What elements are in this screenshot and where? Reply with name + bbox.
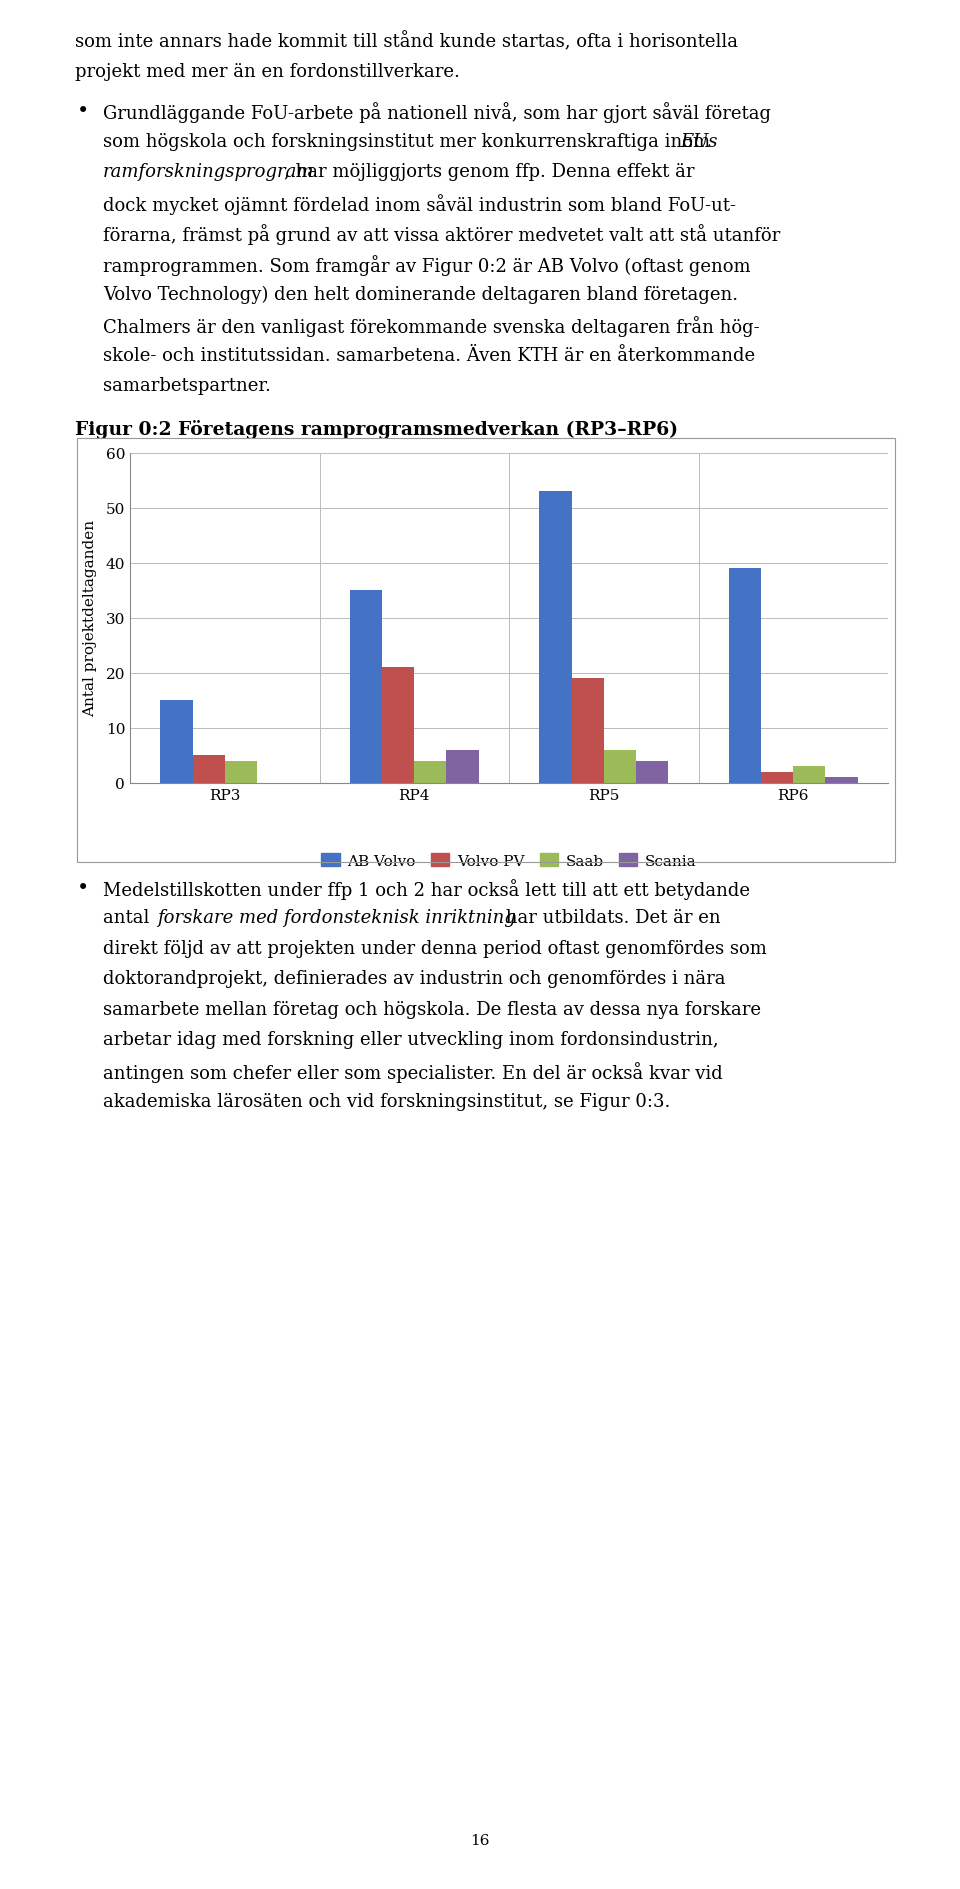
Text: som inte annars hade kommit till stånd kunde startas, ofta i horisontella: som inte annars hade kommit till stånd k… xyxy=(75,32,738,51)
Bar xyxy=(415,761,446,784)
Text: Grundläggande FoU-arbete på nationell nivå, som har gjort såväl företag: Grundläggande FoU-arbete på nationell ni… xyxy=(103,102,771,123)
Text: antingen som chefer eller som specialister. En del är också kvar vid: antingen som chefer eller som specialist… xyxy=(103,1062,723,1082)
Legend: AB Volvo, Volvo PV, Saab, Scania: AB Volvo, Volvo PV, Saab, Scania xyxy=(315,848,703,875)
Text: skole- och institutssidan. samarbetena. Även KTH är en återkommande: skole- och institutssidan. samarbetena. … xyxy=(103,346,756,365)
Text: ramforskningsprogram: ramforskningsprogram xyxy=(103,162,315,181)
Bar xyxy=(382,669,415,784)
Text: antal: antal xyxy=(103,909,156,927)
Text: samarbete mellan företag och högskola. De flesta av dessa nya forskare: samarbete mellan företag och högskola. D… xyxy=(103,1001,761,1018)
Text: som högskola och forskningsinstitut mer konkurrenskraftiga inom: som högskola och forskningsinstitut mer … xyxy=(103,132,716,151)
Text: Medelstillskotten under ffp 1 och 2 har också lett till att ett betydande: Medelstillskotten under ffp 1 och 2 har … xyxy=(103,878,750,899)
Text: EUs: EUs xyxy=(681,132,718,151)
Text: Volvo Technology) den helt dominerande deltagaren bland företagen.: Volvo Technology) den helt dominerande d… xyxy=(103,285,738,304)
Text: 16: 16 xyxy=(470,1832,490,1847)
Text: •: • xyxy=(77,878,89,897)
Bar xyxy=(729,569,761,784)
Text: förarna, främst på grund av att vissa aktörer medvetet valt att stå utanför: förarna, främst på grund av att vissa ak… xyxy=(103,225,780,246)
Bar xyxy=(826,778,857,784)
Text: akademiska lärosäten och vid forskningsinstitut, se Figur 0:3.: akademiska lärosäten och vid forskningsi… xyxy=(103,1092,670,1111)
Text: , har möjliggjorts genom ffp. Denna effekt är: , har möjliggjorts genom ffp. Denna effe… xyxy=(283,162,694,181)
Text: Figur 0:2 Företagens ramprogramsmedverkan (RP3–RP6): Figur 0:2 Företagens ramprogramsmedverka… xyxy=(75,419,678,438)
Text: •: • xyxy=(77,102,89,121)
Bar xyxy=(160,701,193,784)
Y-axis label: Antal projektdeltaganden: Antal projektdeltaganden xyxy=(84,519,97,716)
Bar xyxy=(349,591,382,784)
Text: ramprogrammen. Som framgår av Figur 0:2 är AB Volvo (oftast genom: ramprogrammen. Som framgår av Figur 0:2 … xyxy=(103,255,751,276)
Bar xyxy=(193,756,225,784)
Bar xyxy=(604,750,636,784)
Text: samarbetspartner.: samarbetspartner. xyxy=(103,378,271,395)
Bar xyxy=(225,761,257,784)
Bar xyxy=(636,761,668,784)
Text: Chalmers är den vanligast förekommande svenska deltagaren från hög-: Chalmers är den vanligast förekommande s… xyxy=(103,315,759,336)
Bar xyxy=(540,491,571,784)
Bar xyxy=(761,773,793,784)
Text: forskare med fordonsteknisk inriktning: forskare med fordonsteknisk inriktning xyxy=(157,909,516,927)
Bar xyxy=(793,767,826,784)
Bar xyxy=(571,678,604,784)
Text: dock mycket ojämnt fördelad inom såväl industrin som bland FoU-ut-: dock mycket ojämnt fördelad inom såväl i… xyxy=(103,195,736,215)
Text: projekt med mer än en fordonstillverkare.: projekt med mer än en fordonstillverkare… xyxy=(75,62,460,81)
Text: doktorandprojekt, definierades av industrin och genomfördes i nära: doktorandprojekt, definierades av indust… xyxy=(103,969,726,988)
Text: har utbildats. Det är en: har utbildats. Det är en xyxy=(500,909,721,927)
Bar xyxy=(446,750,479,784)
Text: direkt följd av att projekten under denna period oftast genomfördes som: direkt följd av att projekten under denn… xyxy=(103,939,767,958)
Text: arbetar idag med forskning eller utveckling inom fordonsindustrin,: arbetar idag med forskning eller utveckl… xyxy=(103,1031,719,1048)
